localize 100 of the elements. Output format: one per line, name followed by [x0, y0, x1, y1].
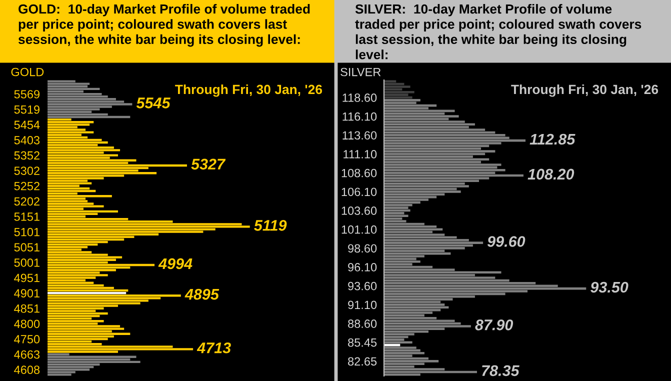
y-tick-label: 4608: [14, 366, 40, 374]
bar: [47, 154, 118, 156]
bar: [47, 312, 108, 315]
bar: [47, 356, 136, 358]
bar: [47, 141, 108, 144]
bar: [384, 206, 408, 209]
annotation: 78.35: [482, 365, 520, 376]
annotation: Through Fri, 30 Jan, '26: [175, 84, 322, 97]
bar: [47, 274, 108, 276]
bar: [47, 292, 126, 294]
y-tick-label: 113.60: [342, 131, 377, 140]
y-axis-title: GOLD: [11, 68, 44, 76]
bar: [384, 169, 506, 172]
bar: [384, 150, 496, 152]
y-tick-label: 5252: [14, 182, 40, 190]
bar: [384, 115, 459, 118]
y-tick-label: 103.60: [342, 206, 377, 215]
y-tick-label: 118.60: [342, 94, 377, 102]
bar: [47, 368, 90, 371]
bar: [47, 172, 157, 174]
bar: [47, 164, 187, 167]
bar: [384, 214, 408, 218]
y-tick-label: 4750: [14, 335, 40, 344]
y-tick-label: 88.60: [348, 320, 377, 328]
bar: [47, 124, 90, 126]
annotation: 108.20: [528, 168, 574, 180]
chart-title: SILVER: 10-day Market Profile of volume traded per price point; coloured swath covers last session, the white bar being its closing level:: [355, 4, 642, 60]
bar: [47, 82, 90, 85]
bar: [384, 242, 484, 244]
y-tick-label: 91.10: [348, 300, 377, 310]
annotation: 4895: [184, 288, 220, 300]
bar: [47, 190, 96, 192]
y-tick-label: 5001: [14, 258, 40, 267]
y-tick-label: 5352: [14, 151, 40, 160]
y-tick-label: 98.60: [348, 244, 377, 253]
bar: [47, 210, 118, 212]
bar: [47, 360, 140, 364]
y-tick-label: 5519: [14, 105, 40, 114]
bar: [384, 360, 439, 362]
annotation: 112.85: [530, 134, 576, 145]
y-tick-label: 85.45: [348, 338, 377, 347]
bar: [384, 158, 490, 161]
y-tick-label: 93.60: [348, 282, 377, 290]
bar: [47, 256, 122, 258]
annotation: 4713: [196, 342, 231, 354]
bar: [47, 205, 104, 208]
bar: [384, 228, 443, 230]
bar: [47, 159, 136, 162]
y-tick-label: 5454: [14, 120, 40, 130]
y-tick-label: 116.10: [342, 112, 377, 121]
bar: [384, 306, 449, 309]
bar: [47, 320, 104, 322]
bar: [384, 190, 461, 193]
bar: [384, 164, 502, 166]
bar: [47, 294, 181, 297]
y-tick-label: 108.60: [342, 168, 377, 178]
y-tick-label: 111.10: [344, 150, 377, 158]
bar: [47, 348, 194, 350]
bar: [47, 103, 132, 106]
bar: [47, 264, 155, 266]
y-tick-label: 106.10: [342, 188, 377, 196]
bar: [47, 374, 72, 376]
bar: [384, 260, 420, 263]
y-tick-label: 82.65: [348, 357, 377, 366]
annotation: 93.50: [590, 282, 628, 293]
bar: [47, 226, 250, 228]
annotation: 5327: [191, 158, 226, 170]
bar: [47, 325, 120, 328]
bar: [47, 149, 120, 152]
y-tick-label: 5051: [14, 243, 40, 252]
y-tick-label: 4901: [14, 289, 40, 298]
bar: [384, 304, 445, 306]
bar: [384, 341, 412, 344]
bar: [47, 121, 94, 124]
chart-title: GOLD: 10-day Market Profile of volume traded per price point; coloured swath covers last session, the white bar being its closing level:: [18, 4, 310, 47]
annotation: 5545: [136, 98, 170, 108]
y-tick-label: 4663: [14, 350, 40, 359]
y-tick-label: 4951: [14, 274, 40, 282]
annotation: 87.90: [475, 320, 514, 330]
y-tick-label: 5403: [14, 136, 40, 144]
y-tick-label: 5151: [14, 212, 40, 221]
y-tick-label: 5202: [14, 197, 40, 206]
bar: [384, 185, 469, 188]
y-axis-title: SILVER: [340, 68, 381, 76]
y-tick-label: 4800: [14, 320, 40, 328]
bar: [47, 328, 124, 330]
y-tick-label: 96.10: [348, 263, 377, 272]
y-tick-label: 5302: [14, 166, 40, 175]
bar: [384, 346, 416, 349]
bar: [47, 116, 130, 118]
annotation: Through Fri, 30 Jan, '26: [511, 84, 658, 97]
bar: [384, 99, 420, 102]
y-tick-label: 101.10: [342, 225, 377, 234]
bar: [384, 90, 414, 94]
bar: [47, 289, 128, 292]
bar: [384, 325, 471, 328]
bar: [47, 88, 100, 90]
annotation: 99.60: [487, 236, 526, 247]
y-tick-label: 5101: [14, 228, 40, 236]
bar: [384, 134, 506, 136]
